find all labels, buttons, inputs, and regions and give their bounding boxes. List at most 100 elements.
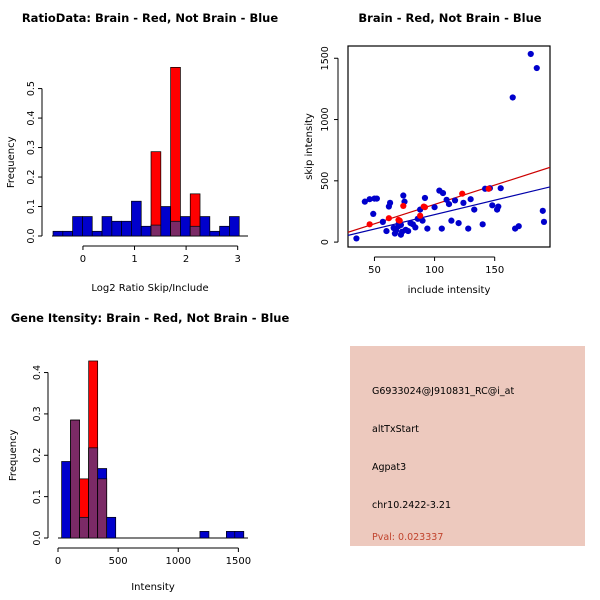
- scatter-point: [396, 217, 403, 224]
- y-axis-tick-label: 0.0: [26, 228, 37, 243]
- locus-text: chr10.2422-3.21: [372, 500, 452, 511]
- x-axis-tick-label: 0: [80, 254, 86, 265]
- scatter-point: [459, 190, 466, 197]
- y-axis-tick-label: 0.1: [26, 199, 37, 214]
- ratio-histogram-plot: 0.0 0.1 0.2 0.3 0.4 0.5 Frequency 0 1 2 3 Log2 Rati…: [6, 67, 248, 294]
- scatter-point: [431, 204, 438, 211]
- histogram-bar-blue: [82, 216, 93, 237]
- y-axis-tick-label: 0.1: [32, 489, 43, 504]
- scatter-point: [485, 185, 492, 192]
- scatter-point: [400, 202, 407, 210]
- histogram-bar-blue: [106, 516, 117, 539]
- x-axis-tick-label: 1000: [166, 556, 191, 567]
- histogram-bar-overlap: [189, 225, 201, 237]
- y-axis-tick-label: 0.5: [26, 81, 37, 96]
- y-axis-tick-label: 0.3: [26, 140, 37, 155]
- x-axis-tick-label: 3: [234, 254, 240, 265]
- ratio-histogram-title: RatioData: Brain - Red, Not Brain - Blue: [21, 11, 279, 25]
- x-axis-label: Intensity: [131, 582, 175, 593]
- panel-ratio-histogram: RatioData: Brain - Red, Not Brain - Blue…: [0, 0, 300, 300]
- histogram-bar-overlap: [70, 419, 80, 539]
- scatter-point: [489, 202, 496, 209]
- scatter-point: [460, 199, 467, 206]
- histogram-bar-blue: [199, 216, 211, 237]
- scatter-point: [448, 217, 455, 224]
- scatter-point: [385, 215, 392, 222]
- scatter-point: [467, 196, 474, 203]
- scatter-point: [421, 204, 429, 211]
- scatter-point: [424, 225, 431, 232]
- panel-gene-info: G6933024@J910831_RC@i_at altTxStart Agpa…: [300, 300, 600, 600]
- scatter-point: [479, 221, 486, 228]
- gene-info-box: G6933024@J910831_RC@i_at altTxStart Agpa…: [350, 346, 585, 546]
- histogram-bar-blue: [226, 531, 236, 539]
- histogram-bar-blue: [180, 216, 191, 237]
- x-axis-tick-label: 0: [55, 556, 61, 567]
- histogram-bar-blue: [62, 230, 73, 237]
- histogram-bar-blue: [121, 220, 132, 237]
- scatter-point: [539, 207, 546, 214]
- scatter-point: [540, 218, 548, 225]
- scatter-point: [451, 197, 459, 204]
- y-axis-tick-label: 0: [320, 239, 331, 245]
- scatter-point: [370, 210, 377, 218]
- scatter-point: [509, 94, 516, 101]
- histogram-bars: [61, 360, 245, 539]
- histogram-bar-blue: [140, 225, 152, 237]
- scatter-point: [412, 224, 419, 231]
- scatter-point: [439, 189, 447, 197]
- y-axis-tick-label: 0.2: [32, 448, 43, 463]
- scatter-point: [353, 235, 360, 242]
- y-axis-label: skip intensity: [304, 113, 315, 180]
- scatter-point: [361, 198, 368, 205]
- plot-frame: [347, 45, 551, 248]
- histogram-bar-overlap: [79, 516, 90, 539]
- scatter-point: [471, 206, 478, 213]
- x-axis-tick-label: 50: [368, 265, 381, 276]
- histogram-bar-blue: [91, 230, 103, 237]
- histogram-bars: [52, 67, 240, 237]
- scatter-point: [438, 225, 445, 232]
- gene-name-text: Agpat3: [372, 462, 407, 473]
- y-axis-tick-label: 1000: [320, 107, 331, 131]
- histogram-bar-overlap: [150, 224, 162, 237]
- histogram-bar-red: [170, 67, 181, 237]
- x-axis-label: include intensity: [408, 285, 491, 296]
- x-axis-tick-label: 500: [109, 556, 128, 567]
- histogram-bar-blue: [209, 230, 220, 237]
- y-axis-tick-label: 0.3: [32, 406, 43, 421]
- histogram-bar-blue: [199, 531, 210, 539]
- y-axis-tick-label: 0.0: [32, 530, 43, 545]
- scatter-point: [383, 227, 390, 235]
- gene-histogram-group: 0.0 0.1 0.2 0.3 0.4 Frequency 0 500 1000 1500 Inte…: [8, 360, 251, 593]
- y-axis-tick-label: 0.4: [26, 111, 37, 126]
- x-axis-label: Log2 Ratio Skip/Include: [91, 283, 208, 294]
- y-axis-tick-label: 500: [320, 172, 331, 190]
- x-axis-tick-label: 150: [485, 265, 504, 276]
- panel-intensity-scatter: Brain - Red, Not Brain - Blue 0 500 1000 15…: [300, 0, 600, 300]
- scatter-point: [366, 221, 373, 228]
- gene-histogram-title: Gene Itensity: Brain - Red, Not Brain - …: [10, 311, 290, 325]
- y-axis-label: Frequency: [8, 429, 19, 481]
- histogram-bar-overlap: [170, 220, 181, 237]
- scatter-title: Brain - Red, Not Brain - Blue: [358, 11, 542, 25]
- x-axis-tick-label: 100: [425, 265, 444, 276]
- scatter-point: [445, 201, 453, 208]
- scatter-point: [419, 217, 426, 224]
- histogram-bar-overlap: [97, 478, 108, 539]
- histogram-bar-red: [150, 151, 162, 237]
- event-type-text: altTxStart: [372, 424, 419, 435]
- x-axis-tick-label: 2: [183, 254, 189, 265]
- histogram-bar-blue: [234, 531, 245, 539]
- scatter-point: [515, 223, 522, 230]
- intensity-scatter-plot: 0 500 1000 1500 skip intensity 50 100 150 includ…: [304, 45, 551, 296]
- gene-intensity-plot: 0.0 0.1 0.2 0.3 0.4 Frequency 0 500 1000 1500 Inte…: [8, 360, 251, 593]
- histogram-bar-blue: [52, 230, 64, 237]
- scatter-point: [373, 195, 380, 202]
- scatter-point: [465, 225, 472, 232]
- histogram-bar-blue: [219, 225, 230, 237]
- x-axis-tick-label: 1500: [226, 556, 251, 567]
- scatter-point: [421, 194, 429, 202]
- histogram-bar-blue: [131, 200, 142, 237]
- pval-text: Pval: 0.023337: [372, 532, 444, 543]
